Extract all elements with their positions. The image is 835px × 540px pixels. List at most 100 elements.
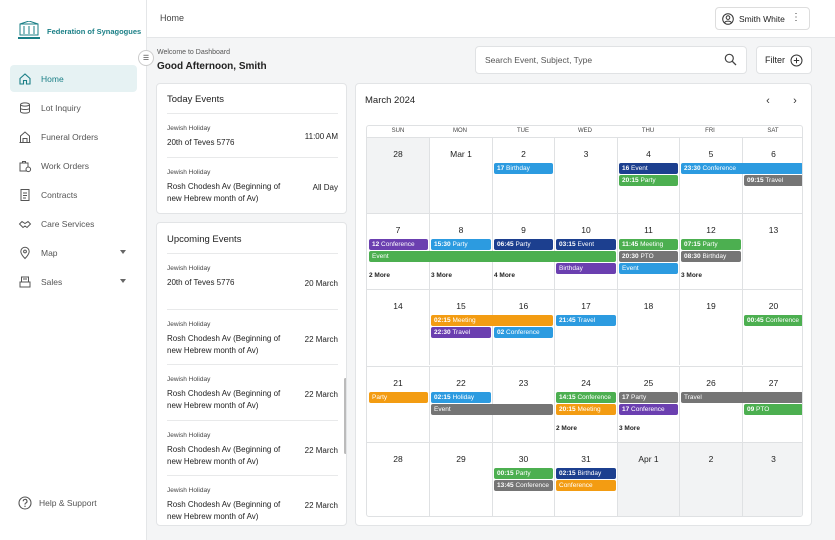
calendar-day-cell[interactable]: 11 — [617, 213, 679, 290]
sidebar-item-lot-inquiry[interactable]: Lot Inquiry — [10, 94, 137, 121]
calendar-day-cell[interactable]: 29 — [429, 441, 492, 516]
calendar-day-cell[interactable]: 28 — [367, 441, 429, 516]
calendar-day-cell[interactable]: 4 — [617, 137, 679, 213]
calendar-event[interactable]: 03:15 Event — [556, 239, 616, 251]
calendar-day-cell[interactable]: 12 — [679, 213, 742, 290]
event-list-item[interactable]: Jewish Holiday Rosh Chodesh Av (Beginning… — [167, 475, 338, 525]
calendar-event[interactable]: 22:30 Travel — [431, 327, 491, 339]
calendar-event[interactable]: 02:15 Holiday — [431, 391, 491, 403]
calendar-day-cell[interactable]: 18 — [617, 289, 679, 366]
calendar-event[interactable]: 11:45 Meeting — [619, 239, 678, 251]
calendar-event[interactable]: Event — [431, 403, 553, 415]
caret-down-icon[interactable] — [120, 279, 126, 283]
sidebar-item-contracts[interactable]: Contracts — [10, 181, 137, 208]
more-events-link[interactable]: 2 More — [369, 272, 390, 280]
event-list-item[interactable]: Jewish Holiday Rosh Chodesh Av (Beginning… — [167, 157, 338, 203]
calendar-event[interactable]: Birthday — [556, 263, 616, 275]
calendar-day-cell[interactable]: 7 — [367, 213, 429, 289]
calendar-event[interactable]: Conference — [556, 479, 616, 491]
calendar-event[interactable]: 08:30 Birthday — [681, 251, 741, 263]
calendar-day-cell[interactable]: Apr 1 — [617, 441, 679, 516]
more-events-link[interactable]: 4 More — [494, 272, 515, 280]
calendar-day-cell[interactable]: 25 — [617, 365, 679, 442]
sidebar-item-map[interactable]: Map — [10, 239, 137, 266]
calendar-event[interactable]: 17 Birthday — [494, 163, 553, 174]
event-list-item[interactable]: Jewish Holiday 20th of Teves 5776 11:00 AM — [167, 113, 338, 157]
calendar-day-cell[interactable]: 24 — [554, 365, 617, 442]
event-list-item[interactable]: Jewish Holiday Rosh Chodesh Av (Beginning… — [167, 364, 338, 420]
calendar-event[interactable]: 14:15 Conference — [556, 391, 616, 403]
calendar-event[interactable]: 07:15 Party — [681, 239, 741, 251]
calendar-day-cell[interactable]: 5 — [679, 137, 742, 213]
sidebar-item-work-orders[interactable]: Work Orders — [10, 152, 137, 179]
calendar-event[interactable]: 17 Party — [619, 391, 678, 403]
calendar-day-cell[interactable]: 22 — [429, 365, 492, 442]
calendar-event[interactable]: 20:15 Meeting — [556, 403, 616, 415]
calendar-event[interactable]: 15:30 Party — [431, 239, 491, 251]
calendar-event[interactable]: 23:30 Conference — [681, 163, 802, 174]
calendar-event[interactable]: 00:45 Conference — [744, 315, 802, 327]
event-list-item[interactable]: Jewish Holiday Rosh Chodesh Av (Beginning… — [167, 308, 338, 365]
calendar-event[interactable]: 20:30 PTO — [619, 251, 678, 263]
calendar-event[interactable]: Travel — [681, 391, 802, 403]
calendar-day-cell[interactable]: 13 — [742, 213, 802, 290]
calendar-day-cell[interactable]: 2 — [679, 441, 742, 516]
sidebar-item-home[interactable]: Home — [10, 65, 137, 92]
calendar-day-cell[interactable]: 28 — [367, 137, 429, 213]
calendar-day-cell[interactable]: 26 — [679, 365, 742, 442]
calendar-event[interactable]: 00:15 Party — [494, 467, 553, 479]
more-events-link[interactable]: 3 More — [619, 424, 640, 432]
calendar-day-cell[interactable]: 31 — [554, 441, 617, 516]
user-menu-button[interactable]: Smith White ⋮ — [715, 7, 810, 30]
event-list-item[interactable]: Jewish Holiday Rosh Chodesh Av (Beginning… — [167, 419, 338, 476]
calendar-day-cell[interactable]: 2 — [492, 137, 554, 213]
calendar-day-cell[interactable]: 17 — [554, 289, 617, 366]
calendar-event[interactable]: 12 Conference — [369, 239, 428, 251]
calendar-event[interactable]: Event — [619, 263, 678, 275]
upcoming-scrollbar[interactable] — [344, 378, 346, 454]
calendar-event[interactable]: 02:15 Birthday — [556, 467, 616, 479]
calendar-event[interactable]: 02:15 Meeting — [431, 315, 553, 327]
calendar-event[interactable]: 13:45 Conference — [494, 479, 553, 491]
calendar-day-cell[interactable]: 14 — [367, 289, 429, 365]
calendar-event[interactable]: 06:45 Party — [494, 239, 553, 251]
calendar-event[interactable]: 09 PTO — [744, 403, 802, 415]
breadcrumb[interactable]: Home — [160, 13, 185, 23]
calendar-event[interactable]: Party — [369, 391, 428, 403]
sidebar-item-funeral-orders[interactable]: Funeral Orders — [10, 123, 137, 150]
next-month-button[interactable]: › — [788, 94, 802, 108]
calendar-event[interactable]: 17 Conference — [619, 403, 678, 415]
sidebar-item-care-services[interactable]: Care Services — [10, 210, 137, 237]
calendar-day-cell[interactable]: 30 — [492, 441, 554, 516]
help-support-link[interactable]: Help & Support — [18, 496, 97, 510]
search-icon[interactable] — [724, 53, 737, 66]
filter-button[interactable]: Filter — [756, 46, 812, 74]
calendar-day-cell[interactable]: 6 — [742, 137, 802, 213]
calendar-day-cell[interactable]: Mar 1 — [429, 137, 492, 213]
prev-month-button[interactable]: ‹ — [761, 94, 775, 108]
calendar-event[interactable]: 09:15 Travel — [744, 175, 802, 186]
calendar-day-cell[interactable]: 27 — [742, 365, 802, 442]
calendar-day-cell[interactable]: 19 — [679, 289, 742, 366]
more-events-link[interactable]: 2 More — [556, 424, 577, 432]
calendar-event[interactable]: 02 Conference — [494, 327, 553, 339]
calendar-day-cell[interactable]: 21 — [367, 365, 429, 442]
sidebar-item-sales[interactable]: Sales — [10, 268, 137, 295]
collapse-sidebar-button[interactable]: ☰ — [138, 50, 154, 66]
event-list-item[interactable]: Jewish Holiday 20th of Teves 5776 20 March — [167, 253, 338, 309]
calendar-day-cell[interactable]: 3 — [742, 441, 802, 516]
app-logo[interactable]: Federation of Synagogues — [17, 21, 141, 41]
calendar-day-cell[interactable]: 15 — [429, 289, 492, 366]
search-input[interactable] — [475, 46, 747, 74]
calendar-day-cell[interactable]: 3 — [554, 137, 617, 213]
caret-down-icon[interactable] — [120, 250, 126, 254]
calendar-event[interactable]: 16 Event — [619, 163, 678, 174]
more-events-link[interactable]: 3 More — [431, 272, 452, 280]
calendar-day-cell[interactable]: 20 — [742, 289, 802, 366]
calendar-event[interactable]: 20:15 Party — [619, 175, 678, 186]
calendar-event[interactable]: 21:45 Travel — [556, 315, 616, 327]
calendar-event[interactable]: Event — [369, 251, 616, 263]
more-vertical-icon[interactable]: ⋮ — [791, 12, 801, 23]
calendar-day-cell[interactable]: 16 — [492, 289, 554, 366]
more-events-link[interactable]: 3 More — [681, 272, 702, 280]
